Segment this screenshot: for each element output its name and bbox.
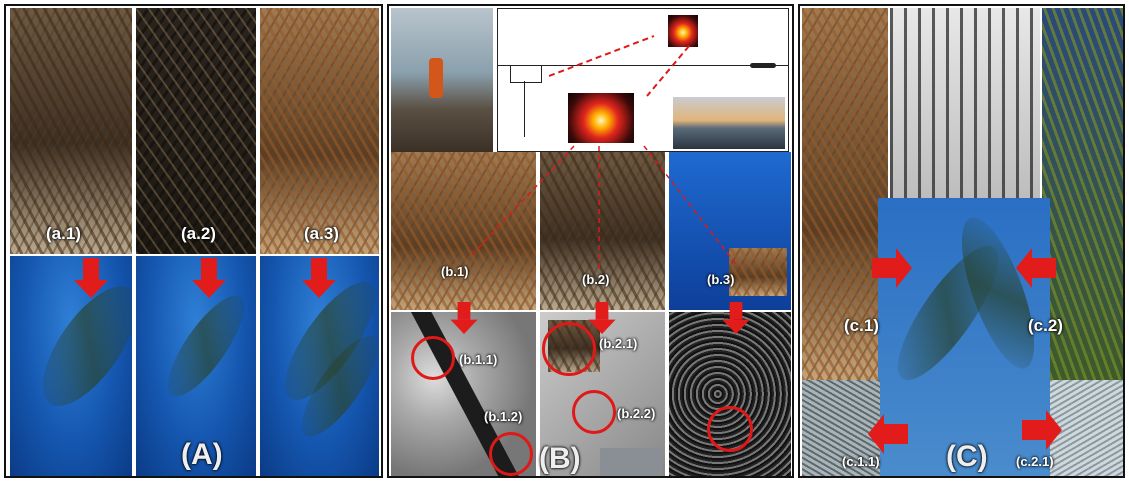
label-b22: (b.2.2)	[617, 406, 656, 421]
arrows-c	[868, 248, 1062, 454]
panel-b: (b.1) (b.2) (b.3) (b.1.1) (b.1.2) (b.2.1…	[387, 4, 794, 478]
ring-b3	[707, 406, 753, 452]
panel-a: (a.1) (a.2) (a.3) (A)	[4, 4, 383, 478]
label-b3: (b.3)	[707, 272, 735, 287]
photo-sunset	[673, 97, 785, 149]
photo-b2-frond	[540, 152, 665, 310]
arrow-down-b3	[722, 302, 750, 334]
diagram-light-fishing	[497, 8, 789, 152]
photo-c2-frond	[1042, 8, 1123, 380]
photo-c21-fish	[1050, 380, 1123, 476]
photo-a2-frond	[136, 8, 256, 254]
arrow-down-a1	[74, 258, 108, 298]
label-c21: (c.2.1)	[1016, 454, 1054, 469]
label-a3: (a.3)	[304, 224, 339, 243]
arrow-down-b2	[588, 302, 616, 334]
photo-a1-frond	[10, 8, 132, 254]
label-b11: (b.1.1)	[459, 352, 498, 367]
ring-b12	[489, 432, 533, 476]
lamp-large-image	[568, 93, 634, 143]
label-b2: (b.2)	[582, 272, 610, 287]
label-a1: (a.1)	[46, 224, 81, 243]
photo-c11-fish	[802, 380, 880, 476]
label-b12: (b.1.2)	[484, 409, 523, 424]
panel-a-label: (A)	[181, 438, 223, 471]
lamp-small-image	[668, 15, 698, 47]
ring-b11	[411, 336, 455, 380]
photo-c1-frond	[802, 8, 888, 380]
photo-b1-frond	[391, 152, 536, 310]
arrow-down-a2	[192, 258, 226, 298]
label-b1: (b.1)	[441, 264, 469, 279]
arrow-down-b1	[450, 302, 478, 334]
panel-b-label: (B)	[539, 442, 581, 475]
photo-a3-frond	[260, 8, 379, 254]
ring-b22	[572, 390, 616, 434]
panel-c: (c.1) (c.2) (c.1.1) (c.2.1) (C)	[798, 4, 1125, 478]
ring-b21	[542, 322, 596, 376]
leader-lines	[468, 35, 740, 269]
label-c2: (c.2)	[1028, 316, 1063, 335]
photo-c-cage	[890, 8, 1040, 198]
arrow-down-a3	[302, 258, 336, 298]
photo-boat-fisher	[391, 8, 493, 152]
photo-a1-underwater	[10, 256, 132, 476]
panel-c-label: (C)	[946, 440, 988, 473]
label-c11: (c.1.1)	[842, 454, 880, 469]
label-a2: (a.2)	[181, 224, 216, 243]
photo-b3-water	[669, 152, 791, 310]
label-c1: (c.1)	[844, 316, 879, 335]
label-b21: (b.2.1)	[599, 336, 638, 351]
